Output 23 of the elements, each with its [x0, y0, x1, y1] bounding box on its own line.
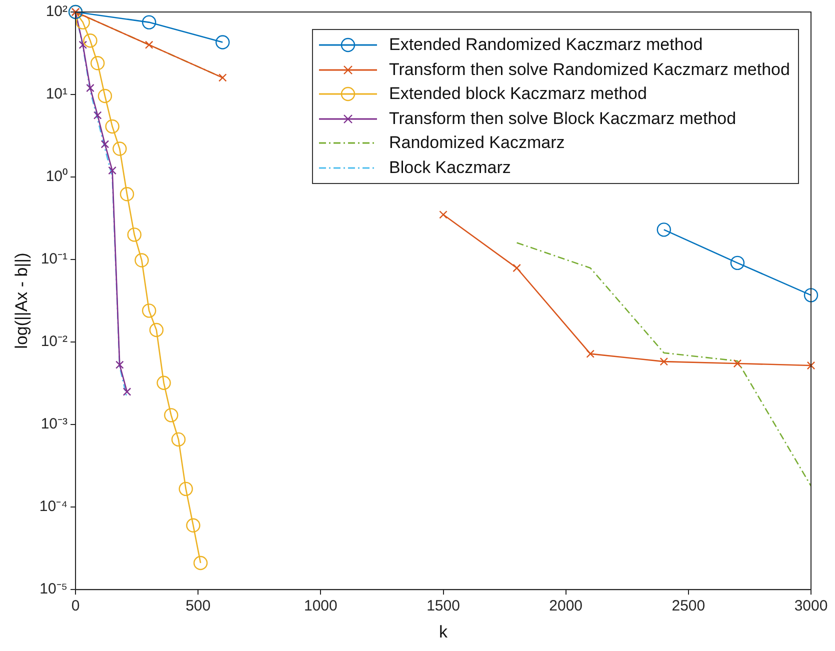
x-tick-label: 3000 — [794, 598, 828, 615]
x-tick-label: 2000 — [549, 598, 583, 615]
y-tick-label: 10⁰ — [46, 168, 68, 186]
x-tick-label: 0 — [71, 598, 80, 615]
x-axis-title: k — [439, 622, 448, 642]
y-tick-label: 10⁻⁵ — [40, 580, 68, 598]
legend-label: Block Kaczmarz — [389, 158, 511, 178]
y-tick-label: 10⁻⁴ — [39, 498, 68, 516]
y-tick-label: 10² — [46, 3, 68, 20]
x-tick-label: 500 — [186, 598, 211, 615]
y-axis-title: log(||Ax - b||) — [12, 252, 31, 349]
x-tick-label: 1000 — [304, 598, 338, 615]
x-tick-label: 1500 — [426, 598, 460, 615]
legend-label: Extended block Kaczmarz method — [389, 84, 647, 104]
y-tick-label: 10⁻¹ — [40, 250, 68, 268]
y-tick-label: 10⁻³ — [40, 416, 68, 433]
y-tick-label: 10⁻² — [40, 333, 68, 350]
y-tick-label: 10¹ — [46, 86, 68, 103]
legend-label: Transform then solve Block Kaczmarz method — [389, 108, 736, 129]
legend-label: Randomized Kaczmarz — [389, 133, 565, 154]
legend-label: Transform then solve Randomized Kaczmarz method — [389, 60, 790, 80]
x-tick-label: 2500 — [672, 598, 706, 615]
legend-label: Extended Randomized Kaczmarz method — [389, 35, 703, 56]
